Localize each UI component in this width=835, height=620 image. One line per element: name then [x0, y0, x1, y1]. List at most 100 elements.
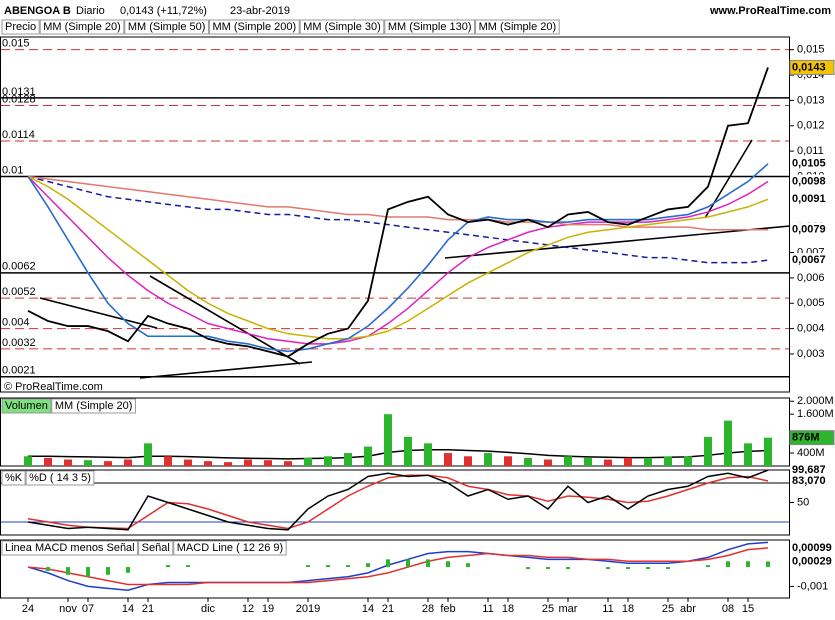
- x-tick-label: 28: [422, 603, 434, 615]
- x-tick-label: 07: [82, 603, 94, 615]
- bar: [706, 565, 710, 568]
- bar: [326, 565, 330, 568]
- bar: [64, 459, 72, 466]
- legend-box: [1, 398, 52, 414]
- bar: [244, 459, 252, 466]
- value-box: [789, 430, 835, 446]
- x-tick-label: abr: [680, 603, 696, 615]
- value-label: 0,0105: [792, 158, 826, 170]
- bar: [444, 453, 452, 466]
- y-tick-label: -0,001: [797, 580, 828, 592]
- legend-box: [39, 19, 125, 35]
- y-tick-label: 0,004: [797, 323, 825, 335]
- bar: [544, 459, 552, 466]
- bar: [66, 567, 70, 575]
- y-tick-label: 0,015: [797, 44, 825, 56]
- bar: [204, 461, 212, 466]
- x-tick-label: 19: [262, 603, 274, 615]
- level-label: 0.01: [2, 164, 23, 176]
- trendline: [704, 139, 753, 219]
- bar: [566, 567, 570, 569]
- legend-label: MM (Simple 130): [388, 21, 472, 33]
- legend-box: [299, 19, 385, 35]
- x-tick-label: 11: [482, 603, 493, 615]
- y-tick-label: 0,005: [797, 297, 825, 309]
- quote: 0,0143 (+11,72%): [120, 5, 207, 17]
- legend-label: MM (Simple 20): [479, 21, 557, 33]
- bar: [684, 456, 692, 466]
- legend-box: [124, 19, 209, 35]
- bar: [664, 456, 672, 466]
- value-box: [790, 463, 834, 478]
- bar: [104, 461, 112, 466]
- trendlines: [39, 139, 791, 379]
- symbol: ABENGOA B: [4, 5, 71, 17]
- bar: [46, 567, 50, 571]
- bar: [106, 567, 110, 575]
- bar: [546, 567, 550, 569]
- series-line: [27, 175, 768, 231]
- y-tick-label: 1.600M: [797, 408, 834, 420]
- value-box: [790, 174, 834, 189]
- value-label: 0,00099: [792, 542, 832, 554]
- legend-box: [1, 540, 139, 556]
- bar: [164, 456, 172, 466]
- bar: [724, 420, 732, 466]
- bar: [644, 457, 652, 466]
- legend-box: [1, 19, 40, 35]
- value-label: 0,00029: [792, 555, 832, 567]
- bar: [704, 436, 712, 466]
- value-label: 83,070: [792, 475, 826, 487]
- value-box: [790, 192, 834, 207]
- value-label: 0,0143: [792, 61, 826, 73]
- value-label: 0,0091: [792, 193, 826, 205]
- x-tick-label: dic: [201, 603, 216, 615]
- bar: [424, 443, 432, 466]
- site: www.ProRealTime.com: [709, 5, 831, 17]
- x-tick-label: mar: [559, 603, 578, 615]
- bar: [306, 565, 310, 568]
- bar: [86, 567, 90, 577]
- bar: [426, 559, 430, 568]
- legend-label: MM (Simple 200): [212, 21, 296, 33]
- y-tick-label: 400M: [797, 447, 825, 459]
- watermark: © ProRealTime.com: [4, 381, 103, 393]
- bar: [624, 457, 632, 466]
- x-tick-label: 14: [362, 603, 374, 615]
- bar: [564, 456, 572, 466]
- bar: [144, 443, 152, 466]
- value-label: 99,687: [792, 464, 826, 476]
- legend-box: [384, 19, 476, 35]
- series-line: [27, 163, 769, 353]
- y-tick-label: 2.000M: [797, 395, 834, 407]
- bar: [646, 567, 650, 569]
- bar: [386, 559, 390, 568]
- value-label: 0,0067: [792, 254, 826, 266]
- bar: [24, 456, 32, 466]
- legend-box: [138, 540, 174, 556]
- legend-label: Volumen: [5, 400, 48, 412]
- legend-box: [51, 398, 136, 414]
- legend-label: %D ( 14 3 5): [29, 472, 91, 484]
- bar: [726, 561, 730, 568]
- y-tick-label: 0,006: [797, 272, 825, 284]
- x-tick-label: 2019: [296, 603, 320, 615]
- y-tick-label: 0,011: [797, 145, 824, 157]
- bar: [604, 459, 612, 466]
- bar: [404, 436, 412, 466]
- bar: [324, 456, 332, 466]
- bar: [584, 457, 592, 466]
- level-label: 0.0032: [2, 337, 36, 349]
- series-line: [27, 175, 769, 340]
- legend-box: [173, 540, 287, 556]
- bar: [446, 561, 450, 568]
- value-box: [790, 474, 834, 489]
- bar: [764, 437, 772, 466]
- bar: [526, 567, 530, 569]
- panel-frame: [0, 539, 790, 599]
- series-line: [27, 67, 769, 358]
- trendline: [139, 361, 313, 379]
- series-line: [27, 547, 769, 586]
- value-box: [789, 59, 835, 75]
- legend-box: [475, 19, 560, 35]
